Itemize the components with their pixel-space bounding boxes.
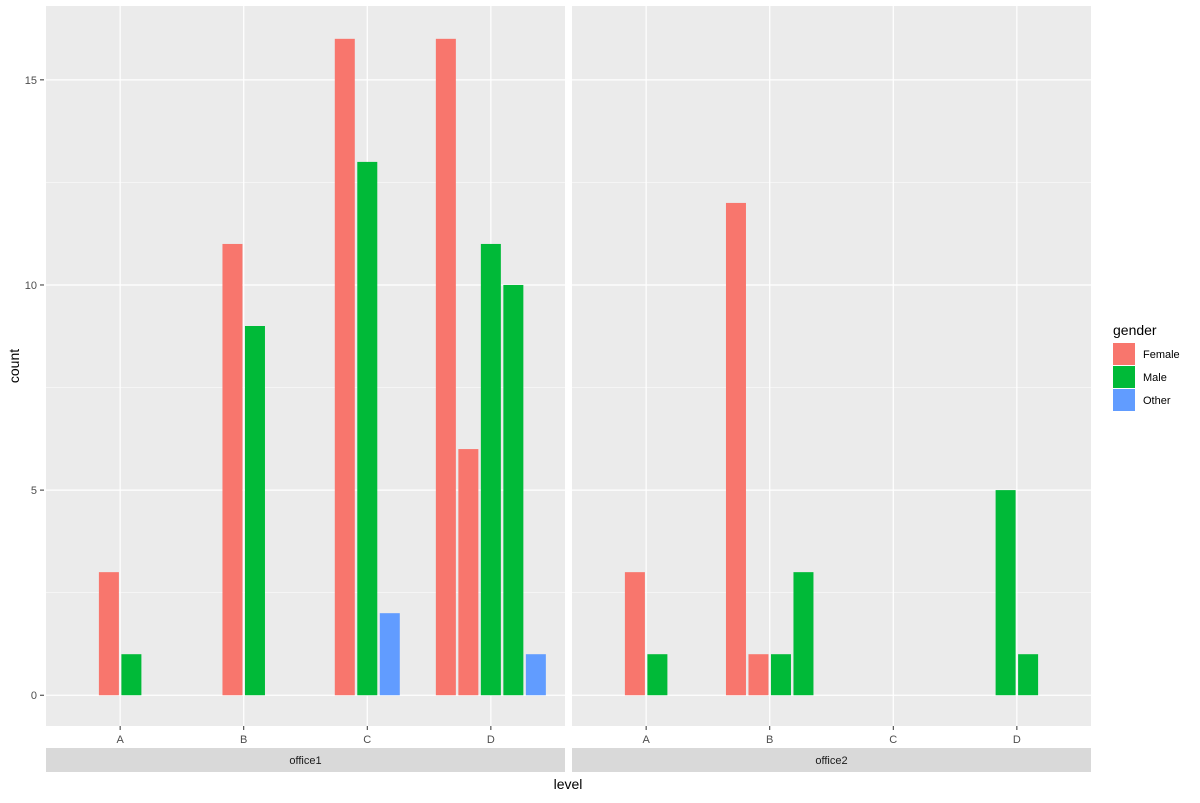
bar-A-male (121, 654, 142, 696)
facet-strip (46, 748, 565, 772)
bar-C-female (334, 38, 355, 696)
bar-B-male (793, 572, 814, 696)
y-tick-label: 10 (25, 280, 37, 292)
legend-label-male: Male (1143, 372, 1167, 384)
panel-background (46, 6, 565, 726)
bar-D-male (480, 243, 501, 696)
legend-key-other (1113, 389, 1135, 411)
x-tick-label: A (116, 734, 124, 746)
bar-A-female (624, 572, 645, 696)
facet-label: office2 (815, 755, 847, 767)
y-tick-label: 15 (25, 75, 37, 87)
bar-A-female (98, 572, 119, 696)
bar-C-other (379, 613, 400, 696)
legend: gender Female Male Other (1113, 322, 1180, 411)
y-tick-label: 5 (31, 485, 37, 497)
legend-key-male (1113, 366, 1135, 388)
y-tick-label: 0 (31, 690, 37, 702)
legend-key-female (1113, 343, 1135, 365)
bar-A-male (647, 654, 668, 696)
bar-D-female (458, 449, 479, 696)
y-axis-title: count (6, 349, 22, 383)
x-tick-label: C (889, 734, 897, 746)
bar-B-female (748, 654, 769, 696)
bar-B-female (725, 202, 746, 696)
bar-C-male (357, 161, 378, 696)
x-tick-label: A (642, 734, 650, 746)
bar-B-female (222, 243, 243, 696)
bar-D-other (525, 654, 546, 696)
x-tick-label: B (240, 734, 247, 746)
facet-strip (572, 748, 1091, 772)
x-tick-label: D (487, 734, 495, 746)
bar-D-female (435, 38, 456, 696)
legend-title: gender (1113, 322, 1157, 338)
x-tick-label: D (1013, 734, 1021, 746)
x-tick-label: C (363, 734, 371, 746)
legend-label-female: Female (1143, 349, 1180, 361)
facet-label: office1 (289, 755, 321, 767)
bar-D-male (995, 490, 1016, 696)
legend-label-other: Other (1143, 395, 1171, 407)
bar-B-male (244, 326, 265, 696)
x-axis-title: level (554, 776, 583, 792)
bar-D-male (503, 284, 524, 696)
bar-B-male (770, 654, 791, 696)
x-tick-label: B (766, 734, 773, 746)
bar-D-male (1018, 654, 1039, 696)
